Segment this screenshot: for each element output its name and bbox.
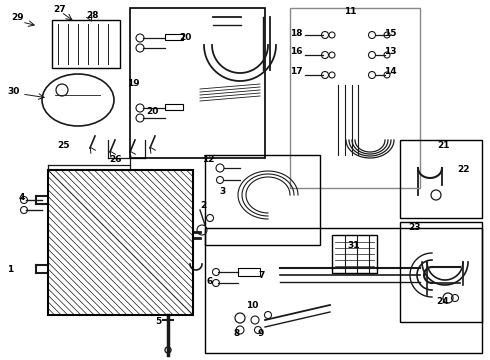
Bar: [48, 170, 193, 315]
Text: 29: 29: [12, 13, 24, 22]
Text: 20: 20: [179, 33, 191, 42]
Bar: [165, 104, 183, 110]
Text: 9: 9: [258, 328, 264, 338]
Bar: [130, 8, 265, 158]
Bar: [205, 155, 320, 245]
Text: 28: 28: [86, 10, 98, 19]
Bar: [400, 222, 482, 322]
Bar: [205, 228, 482, 353]
Text: 8: 8: [234, 328, 240, 338]
Text: 10: 10: [246, 302, 258, 310]
Text: 26: 26: [109, 156, 121, 165]
Text: 23: 23: [408, 224, 420, 233]
Bar: [332, 235, 377, 273]
Text: 20: 20: [146, 108, 158, 117]
Bar: [290, 8, 420, 188]
Text: 4: 4: [19, 194, 25, 202]
Text: 2: 2: [200, 201, 206, 210]
Text: 18: 18: [290, 28, 302, 37]
Text: 27: 27: [54, 4, 66, 13]
Text: 21: 21: [437, 140, 449, 149]
Text: 31: 31: [348, 242, 360, 251]
Text: 3: 3: [219, 188, 225, 197]
Text: 6: 6: [207, 278, 213, 287]
Bar: [165, 34, 183, 40]
Text: 5: 5: [155, 318, 161, 327]
Text: 30: 30: [8, 87, 20, 96]
Text: 19: 19: [127, 80, 139, 89]
Text: 11: 11: [344, 8, 356, 17]
Text: 24: 24: [437, 297, 449, 306]
Text: 25: 25: [57, 140, 69, 149]
Text: 15: 15: [384, 28, 396, 37]
Text: 13: 13: [384, 48, 396, 57]
Bar: [238, 268, 260, 276]
Text: 22: 22: [457, 166, 469, 175]
Text: 7: 7: [259, 270, 265, 279]
Text: 17: 17: [290, 68, 302, 77]
Bar: [52, 20, 120, 68]
Text: 14: 14: [384, 68, 396, 77]
Bar: [400, 140, 482, 218]
Text: 1: 1: [7, 266, 13, 274]
Text: 16: 16: [290, 48, 302, 57]
Text: 12: 12: [202, 156, 214, 165]
